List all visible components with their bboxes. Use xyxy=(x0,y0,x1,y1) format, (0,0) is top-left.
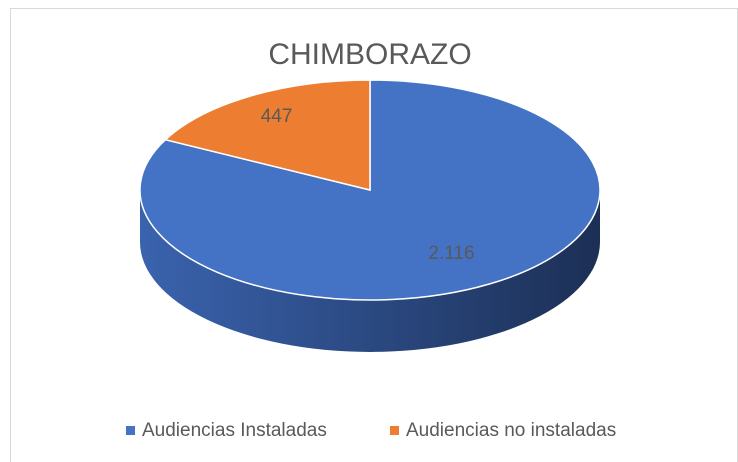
pie-slice xyxy=(163,79,371,191)
data-label: 447 xyxy=(261,106,293,127)
legend-swatch xyxy=(126,426,135,435)
legend-label: Audiencias Instaladas xyxy=(142,420,327,441)
chart-title: CHIMBORAZO xyxy=(268,38,471,71)
pie-side xyxy=(140,190,600,352)
legend-swatch xyxy=(390,426,399,435)
legend-label: Audiencias no instaladas xyxy=(406,420,616,441)
data-label: 2.116 xyxy=(428,243,474,264)
